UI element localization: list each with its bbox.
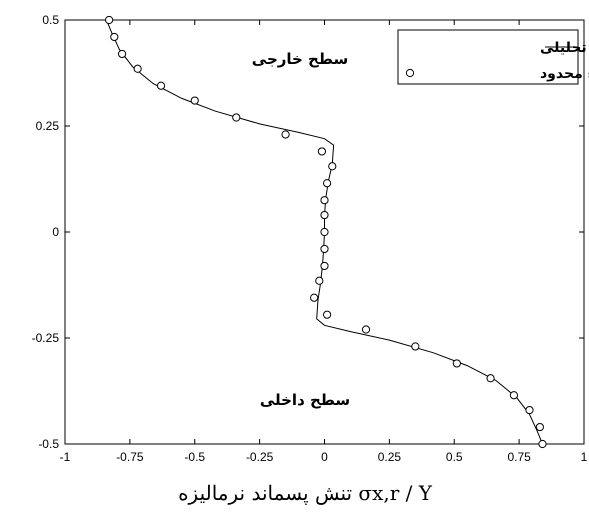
fem-data-point [361,325,371,334]
fem-data-point [320,244,329,254]
fem-data-point [310,293,319,302]
fem-data-point [156,81,166,90]
fem-data-point [281,130,290,139]
fem-data-point [110,32,119,42]
fem-data-point [315,276,324,285]
fem-data-point [486,374,495,383]
fem-data-point [117,49,127,59]
fem-data-point [320,196,329,205]
x-tick-label: 0.5 [446,450,463,464]
fem-data-point [317,147,327,156]
fem-data-point [320,261,329,271]
fem-data-point [509,391,519,400]
fem-data-point [322,179,332,188]
fem-data-point [538,439,547,449]
y-tick-label: -0.25 [32,331,60,345]
x-tick-label: -0.5 [184,450,205,464]
y-tick-label: -0.5 [38,437,59,451]
legend-box [397,29,579,85]
axis-ticks: -1 -0.75 -0.5 -0.25 0 0.25 0.5 0.75 1 0.5 0.25 0 -0.… [32,13,588,464]
fem-data-point [190,96,199,105]
x-tick-label: 0 [321,450,328,464]
fem-data-point [525,405,534,415]
legend-label-analytical: حل تحلیلی [540,40,589,56]
x-tick-label: 0.25 [378,450,402,464]
x-tick-label: 0.75 [507,450,531,464]
x-tick-label: -1 [60,450,71,464]
fem-data-point [535,422,544,432]
fem-data-point [328,162,337,171]
x-tick-label: 1 [581,450,588,464]
fem-data-point [411,342,420,351]
fem-data-point [452,359,461,368]
legend-circle-icon [405,68,415,78]
y-tick-label: 0.25 [36,119,60,133]
y-tick-label: 0 [52,225,59,239]
y-tick-label: 0.5 [42,13,59,27]
x-tick-label: -0.75 [116,450,144,464]
fem-data-point [320,227,329,237]
legend-label-fem: حل اجزاء محدود [540,66,589,82]
fem-data-point [320,210,329,220]
legend: حل تحلیلی حل اجزاء محدود [397,29,589,85]
fem-data-point [322,310,332,319]
fem-data-point [133,64,142,73]
annotation-outer-surface: سطح خارجی [252,50,348,68]
annotation-inner-surface: سطح داخلی [260,391,350,409]
x-axis-label: تنش پسماند نرمالیزه σx,r / Y [178,481,433,505]
fem-data-point [105,15,114,25]
fem-data-point [232,113,241,122]
x-tick-label: -0.25 [246,450,274,464]
fem-series [105,15,547,449]
